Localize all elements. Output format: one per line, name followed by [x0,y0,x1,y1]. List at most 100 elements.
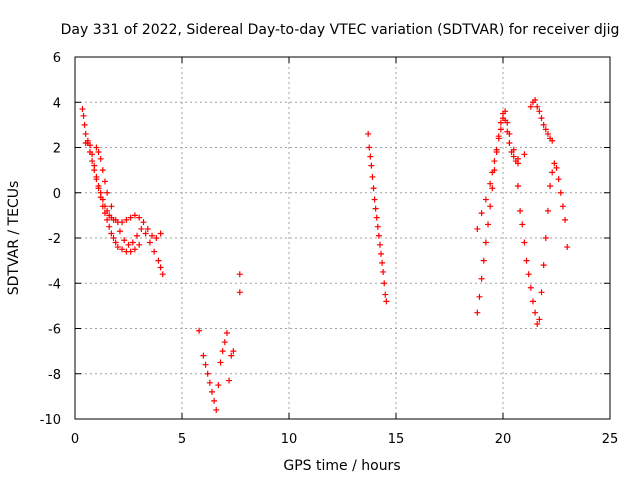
data-point [383,298,390,305]
data-point [489,169,496,176]
data-point [502,108,509,115]
y-tick-label: 2 [53,142,61,157]
data-point [532,96,539,103]
data-point [521,239,528,246]
data-point [151,248,158,255]
data-point [557,189,564,196]
data-point [553,164,560,171]
data-point [144,225,151,232]
data-point [217,359,224,366]
data-point [510,146,517,153]
series-9 [527,96,556,144]
data-point [136,241,143,248]
data-point [104,189,111,196]
data-point [544,130,551,137]
data-point [228,352,235,359]
data-point [114,244,121,251]
data-point [493,146,500,153]
data-point [159,271,166,278]
series-4 [196,271,243,413]
data-point [134,232,141,239]
data-point [157,264,164,271]
data-point [375,232,382,239]
data-point [236,271,243,278]
data-point [370,185,377,192]
data-point [478,210,485,217]
data-point [555,176,562,183]
data-point [495,135,502,142]
data-point [542,126,549,133]
data-point [140,219,147,226]
data-point [562,216,569,223]
data-point [489,185,496,192]
data-point [523,257,530,264]
data-point [86,142,93,149]
y-axis-label: SDTVAR / TECUs [6,181,22,296]
data-point [482,239,489,246]
data-point [79,106,86,113]
data-point [480,257,487,264]
data-point [510,153,517,160]
data-point [497,119,504,126]
data-point [525,271,532,278]
data-point [84,137,91,144]
y-tick-label: 0 [53,187,61,202]
data-point [371,196,378,203]
data-point [119,219,126,226]
data-point [373,214,380,221]
data-point [104,207,111,214]
data-point [125,241,132,248]
data-point [223,330,230,337]
data-point [506,139,513,146]
data-point [131,212,138,219]
data-point [549,169,556,176]
data-point [153,235,160,241]
data-point [127,214,134,221]
x-tick-label: 20 [495,432,512,447]
data-point [380,268,387,275]
series-7 [474,108,528,232]
data-point [112,239,119,246]
x-tick-label: 0 [71,432,79,447]
data-point [478,275,485,282]
data-point [104,216,111,223]
data-point [527,284,534,291]
data-point [544,207,551,214]
data-point [366,144,373,151]
data-point [382,291,389,298]
data-point [542,235,549,241]
data-point [519,221,526,228]
data-point [517,207,524,214]
data-point [372,205,379,212]
data-point [485,221,492,228]
data-point [215,382,222,389]
data-point [529,298,536,305]
data-point [99,167,106,174]
data-point [482,196,489,203]
data-point [487,180,494,187]
data-point [504,119,511,126]
y-tick-label: -10 [40,413,61,428]
data-point [97,155,104,162]
data-point [559,203,566,210]
data-point [213,406,220,413]
data-point [368,162,375,169]
x-tick-label: 5 [178,432,186,447]
data-point [219,348,226,355]
data-point [534,103,541,110]
data-point [534,320,541,327]
data-point [521,151,528,158]
data-point [527,103,534,110]
y-tick-label: -4 [48,277,61,292]
y-tick-label: 4 [53,96,61,111]
data-point [474,309,481,316]
data-point [474,225,481,232]
data-point [89,151,96,158]
data-point [379,259,386,266]
data-point [206,379,213,386]
data-point [204,370,211,377]
data-point [121,237,128,244]
data-point [97,189,104,196]
data-point [549,137,556,144]
data-point [129,239,136,246]
